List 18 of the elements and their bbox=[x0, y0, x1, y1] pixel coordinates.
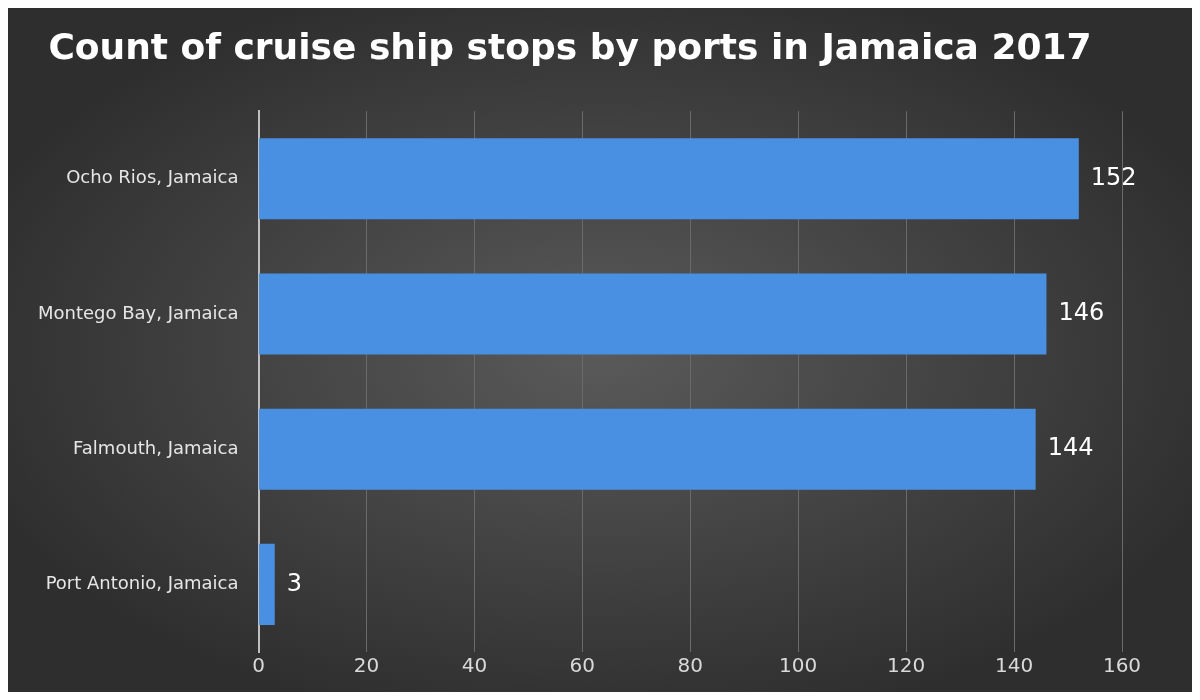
x-tick-label: 80 bbox=[677, 653, 703, 678]
data-label: 3 bbox=[286, 568, 303, 597]
y-tick-label: Montego Bay, Jamaica bbox=[37, 301, 239, 323]
y-tick-label: Port Antonio, Jamaica bbox=[45, 572, 239, 594]
x-tick-label: 0 bbox=[252, 653, 265, 678]
x-tick-label: 140 bbox=[994, 653, 1034, 678]
x-tick-label: 20 bbox=[353, 653, 380, 678]
x-tick-label: 120 bbox=[887, 653, 926, 678]
x-tick-label: 60 bbox=[569, 653, 596, 678]
data-label: 146 bbox=[1058, 298, 1105, 327]
x-tick-label: 160 bbox=[1102, 653, 1142, 678]
y-tick-label: Ocho Rios, Jamaica bbox=[66, 166, 239, 188]
data-label: 152 bbox=[1090, 163, 1137, 192]
y-tick-label: Falmouth, Jamaica bbox=[73, 436, 239, 458]
x-tick-label: 40 bbox=[461, 653, 488, 678]
data-label: 144 bbox=[1047, 433, 1094, 462]
chart-title: Count of cruise ship stops by ports in Jamaica 2017 bbox=[48, 25, 1092, 67]
x-tick-label: 100 bbox=[779, 653, 818, 678]
